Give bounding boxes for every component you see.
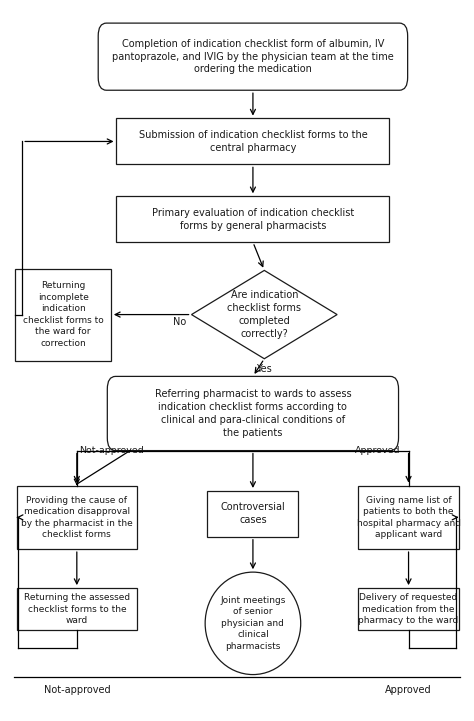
Text: No: No (173, 317, 186, 327)
Text: Yes: Yes (256, 364, 272, 374)
Text: Controversial
cases: Controversial cases (220, 503, 285, 525)
Text: Submission of indication checklist forms to the
central pharmacy: Submission of indication checklist forms… (138, 130, 367, 153)
Bar (358, 588, 459, 630)
Text: Primary evaluation of indication checklist
forms by general pharmacists: Primary evaluation of indication checkli… (152, 208, 354, 231)
Bar (117, 118, 390, 164)
Ellipse shape (205, 572, 301, 675)
Bar (17, 485, 137, 549)
Text: Returning
incomplete
indication
checklist forms to
the ward for
correction: Returning incomplete indication checklis… (23, 281, 103, 348)
Bar (17, 588, 137, 630)
Text: Referring pharmacist to wards to assess
indication checklist forms according to
: Referring pharmacist to wards to assess … (155, 389, 351, 438)
Text: Approved: Approved (356, 446, 401, 455)
Text: Joint meetings
of senior
physician and
clinical
pharmacists: Joint meetings of senior physician and c… (220, 596, 286, 651)
Bar (358, 485, 459, 549)
FancyBboxPatch shape (107, 376, 399, 451)
Text: Delivery of requested
medication from the
pharmacy to the ward: Delivery of requested medication from th… (358, 593, 459, 625)
Text: Not-approved: Not-approved (80, 446, 144, 455)
Bar (117, 196, 390, 242)
FancyBboxPatch shape (98, 23, 408, 90)
Bar (208, 491, 299, 537)
Text: Approved: Approved (385, 686, 432, 696)
Text: Completion of indication checklist form of albumin, IV
pantoprazole, and IVIG by: Completion of indication checklist form … (112, 39, 394, 74)
Text: Providing the cause of
medication disapproval
by the pharmacist in the
checklist: Providing the cause of medication disapp… (21, 495, 133, 539)
Bar (15, 269, 111, 360)
Text: Are indication
checklist forms
completed
correctly?: Are indication checklist forms completed… (228, 291, 301, 339)
Text: Not-approved: Not-approved (44, 686, 110, 696)
Text: Giving name list of
patients to both the
hospital pharmacy and
applicant ward: Giving name list of patients to both the… (356, 495, 461, 539)
Polygon shape (191, 270, 337, 359)
Text: Returning the assessed
checklist forms to the
ward: Returning the assessed checklist forms t… (24, 593, 130, 625)
